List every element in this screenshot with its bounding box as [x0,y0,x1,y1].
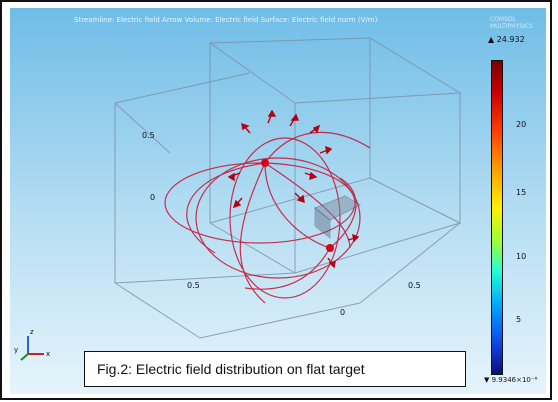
flat-target [314,195,362,240]
colorbar-max-label: ▲ 24.932 [488,35,525,44]
caption-box: Fig.2: Electric field distribution on fl… [84,351,466,387]
axis-label-y-mid: 0 [340,308,345,317]
axis-label-z-mid: 0 [150,193,155,202]
plot-title: Streamline: Electric field Arrow Volume:… [74,16,378,24]
colorbar-tick-15: 15 [516,188,527,197]
colorbar-min-label: ▼ 9.9346×10⁻⁶ [484,376,538,384]
3d-plot-canvas: 0.5 0 0.5 0.5 0 y z x [14,37,462,361]
svg-text:y: y [14,346,18,354]
svg-text:z: z [30,328,34,336]
brand-logo: COMSOL MULTIPHYSICS [490,16,533,30]
axis-label-z-top: 0.5 [142,131,155,140]
colorbar-tick-5: 5 [516,315,522,324]
axis-label-x-left: 0.5 [187,281,200,290]
colorbar [491,60,503,375]
coordinate-triad: y z x [14,328,50,361]
plot-area: Streamline: Electric field Arrow Volume:… [10,8,546,394]
figure-caption: Fig.2: Electric field distribution on fl… [97,361,365,377]
colorbar-tick-20: 20 [516,120,527,129]
axis-label-x-right: 0.5 [408,281,421,290]
svg-text:x: x [46,350,50,358]
colorbar-tick-10: 10 [516,252,527,261]
